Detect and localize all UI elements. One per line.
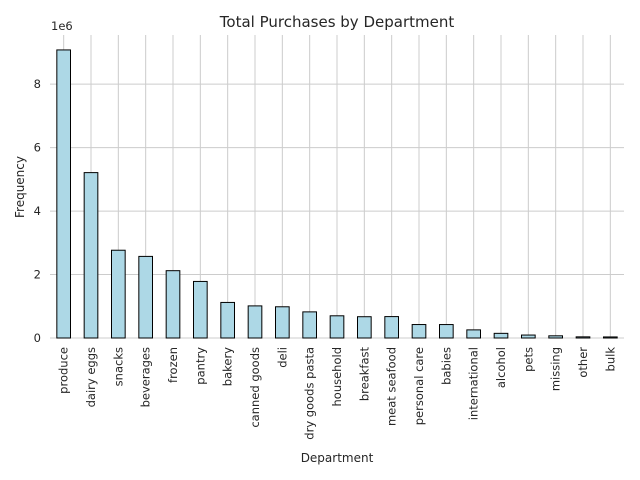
x-tick-label: dry goods pasta	[303, 347, 317, 440]
bar-bulk	[603, 336, 618, 339]
bar-beverages	[138, 255, 153, 339]
bar-dairy-eggs	[83, 172, 99, 339]
x-tick-label: meat seafood	[385, 347, 399, 426]
y-tick-label: 2	[34, 268, 41, 282]
bar-pets	[521, 334, 536, 339]
bar-frozen	[165, 270, 181, 339]
y-axis-scale-label: 1e6	[51, 19, 73, 33]
x-tick-label: babies	[439, 347, 453, 385]
bar-personal-care	[411, 324, 427, 339]
bar-household	[329, 315, 345, 339]
bar-canned-goods	[247, 305, 263, 339]
bar-babies	[439, 324, 454, 339]
x-tick-label: personal care	[412, 347, 426, 425]
x-tick-label: produce	[57, 347, 71, 394]
x-tick-label: bakery	[221, 347, 235, 386]
x-tick-label: canned goods	[248, 347, 262, 428]
bar-missing	[548, 335, 563, 339]
y-axis-label: Frequency	[13, 156, 27, 218]
y-axis-ticks: 0 2 4 6 8	[34, 77, 41, 345]
x-tick-label: pets	[521, 347, 535, 372]
bar-snacks	[111, 249, 126, 339]
x-tick-label: dairy eggs	[84, 347, 98, 407]
grid	[50, 35, 624, 339]
x-tick-label: alcohol	[494, 347, 508, 388]
x-tick-label: bulk	[603, 347, 617, 372]
bar-produce	[56, 49, 71, 339]
x-tick-label: breakfast	[357, 347, 371, 402]
x-tick-label: deli	[275, 347, 289, 368]
bar-other	[575, 336, 591, 339]
x-tick-label: international	[467, 347, 481, 420]
x-tick-label: household	[330, 347, 344, 407]
bar-pantry	[193, 280, 208, 339]
y-tick-label: 6	[34, 141, 41, 155]
x-tick-label: beverages	[139, 347, 153, 407]
bar-international	[466, 329, 482, 339]
bar-deli	[275, 306, 290, 339]
y-tick-label: 4	[34, 204, 41, 218]
x-axis-label: Department	[301, 451, 374, 465]
bars	[56, 49, 618, 339]
bar-alcohol	[493, 332, 509, 339]
bar-dry-goods-pasta	[302, 311, 318, 339]
bar-bakery	[220, 301, 235, 339]
x-tick-label: pantry	[193, 347, 207, 385]
x-tick-label: snacks	[111, 347, 125, 386]
chart-title: Total Purchases by Department	[219, 13, 455, 31]
bar-meat-seafood	[384, 316, 400, 339]
x-tick-label: other	[576, 347, 590, 378]
bar-breakfast	[357, 316, 372, 339]
x-axis-ticks: produce dairy eggs snacks beverages frozen pa…	[57, 347, 618, 440]
x-tick-label: missing	[549, 347, 563, 391]
y-tick-label: 0	[34, 331, 41, 345]
x-tick-label: frozen	[166, 347, 180, 383]
y-tick-label: 8	[34, 77, 41, 91]
